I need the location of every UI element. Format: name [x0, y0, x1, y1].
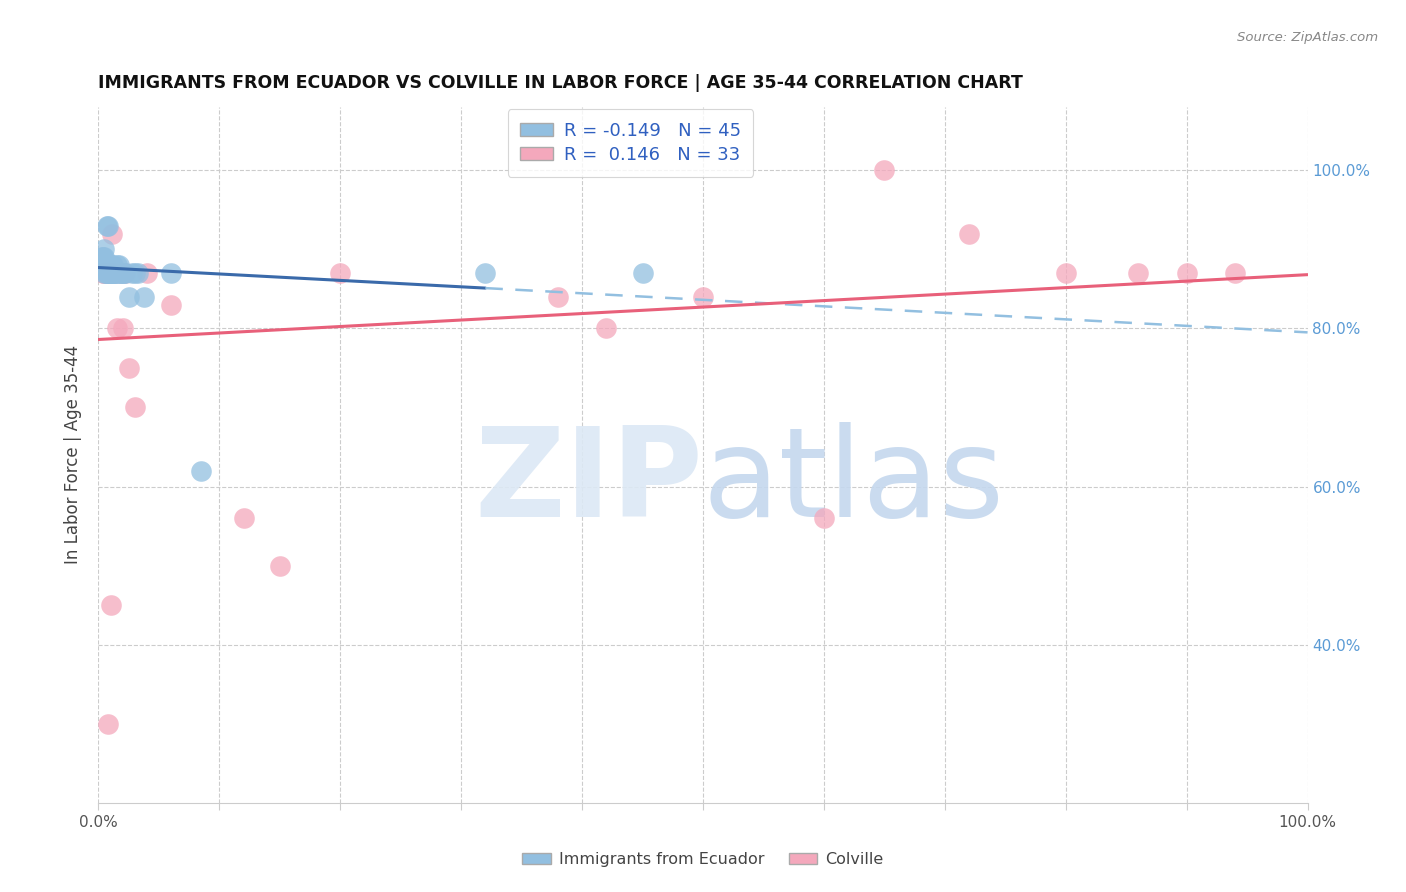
- Point: [103, 266, 125, 280]
- Text: ZIP: ZIP: [474, 422, 703, 543]
- Point: [93, 266, 115, 280]
- Point: [110, 266, 132, 280]
- Point: [96, 266, 118, 280]
- Point: [873, 163, 896, 178]
- Point: [91, 258, 114, 272]
- Point: [112, 266, 135, 280]
- Point: [631, 266, 654, 280]
- Point: [1128, 266, 1150, 280]
- Point: [135, 266, 157, 280]
- Point: [98, 266, 121, 280]
- Point: [107, 266, 129, 280]
- Point: [97, 266, 120, 280]
- Point: [98, 266, 121, 280]
- Point: [160, 266, 183, 280]
- Point: [104, 266, 127, 280]
- Legend: Immigrants from Ecuador, Colville: Immigrants from Ecuador, Colville: [515, 844, 891, 875]
- Point: [103, 266, 125, 280]
- Point: [329, 266, 352, 280]
- Point: [134, 290, 156, 304]
- Point: [101, 258, 124, 272]
- Point: [160, 298, 183, 312]
- Point: [100, 227, 122, 241]
- Point: [547, 290, 569, 304]
- Point: [100, 258, 122, 272]
- Point: [96, 266, 118, 280]
- Point: [269, 558, 291, 573]
- Point: [100, 266, 122, 280]
- Point: [93, 266, 115, 280]
- Point: [108, 266, 131, 280]
- Point: [692, 290, 714, 304]
- Point: [813, 511, 835, 525]
- Point: [118, 290, 141, 304]
- Point: [97, 219, 120, 233]
- Point: [91, 258, 114, 272]
- Point: [100, 598, 122, 612]
- Point: [108, 266, 131, 280]
- Point: [94, 266, 117, 280]
- Point: [190, 464, 212, 478]
- Point: [97, 266, 120, 280]
- Point: [100, 266, 122, 280]
- Point: [114, 266, 136, 280]
- Point: [101, 266, 124, 280]
- Point: [124, 401, 146, 415]
- Point: [93, 258, 115, 272]
- Point: [103, 266, 125, 280]
- Point: [111, 266, 134, 280]
- Point: [105, 258, 128, 272]
- Point: [111, 321, 134, 335]
- Point: [595, 321, 617, 335]
- Point: [96, 219, 118, 233]
- Point: [105, 321, 128, 335]
- Point: [957, 227, 980, 241]
- Point: [1175, 266, 1198, 280]
- Text: Source: ZipAtlas.com: Source: ZipAtlas.com: [1237, 31, 1378, 45]
- Point: [93, 250, 115, 264]
- Point: [121, 266, 143, 280]
- Point: [96, 258, 118, 272]
- Point: [100, 266, 122, 280]
- Point: [97, 716, 120, 731]
- Point: [127, 266, 149, 280]
- Point: [124, 266, 146, 280]
- Point: [94, 266, 117, 280]
- Point: [118, 361, 141, 376]
- Point: [108, 258, 131, 272]
- Point: [100, 258, 122, 272]
- Point: [93, 243, 115, 257]
- Point: [232, 511, 254, 525]
- Point: [98, 258, 121, 272]
- Point: [91, 266, 114, 280]
- Point: [91, 250, 114, 264]
- Point: [1054, 266, 1077, 280]
- Point: [100, 266, 122, 280]
- Text: IMMIGRANTS FROM ECUADOR VS COLVILLE IN LABOR FORCE | AGE 35-44 CORRELATION CHART: IMMIGRANTS FROM ECUADOR VS COLVILLE IN L…: [98, 74, 1024, 92]
- Point: [1223, 266, 1246, 280]
- Point: [101, 266, 124, 280]
- Point: [94, 258, 117, 272]
- Point: [91, 250, 114, 264]
- Text: atlas: atlas: [703, 422, 1005, 543]
- Point: [97, 258, 120, 272]
- Point: [474, 266, 496, 280]
- Point: [114, 266, 136, 280]
- Y-axis label: In Labor Force | Age 35-44: In Labor Force | Age 35-44: [65, 345, 83, 565]
